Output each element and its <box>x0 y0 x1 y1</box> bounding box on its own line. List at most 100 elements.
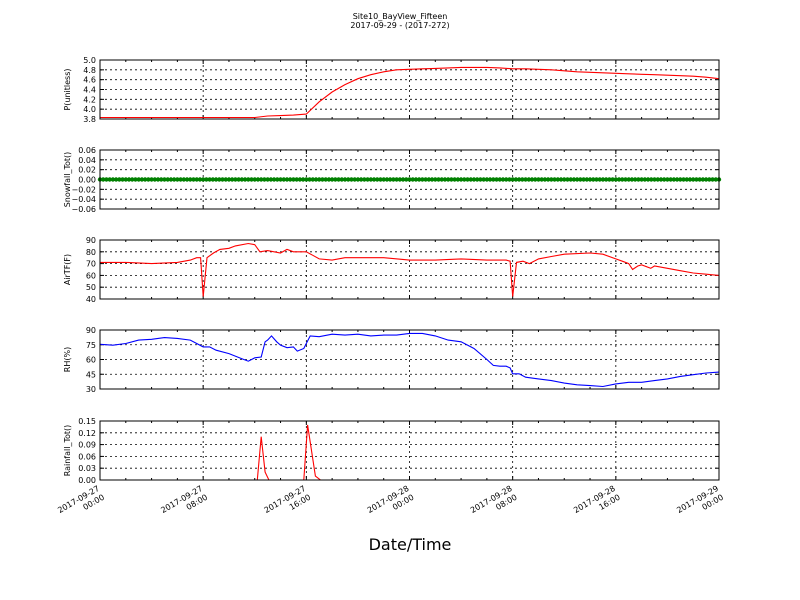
snowfall-point <box>175 177 180 182</box>
y-tick-label: 0.12 <box>78 429 96 438</box>
snowfall-point <box>413 177 419 182</box>
snowfall-point <box>104 177 109 182</box>
snowfall-point <box>188 177 193 182</box>
chart-title: Site10_BayView_Fifteen <box>353 12 448 21</box>
snowfall-point <box>568 177 573 182</box>
panel-frame <box>99 149 720 210</box>
snowfall-point <box>155 177 161 182</box>
snowfall-point <box>317 177 322 182</box>
snowfall-point <box>655 177 660 182</box>
snowfall-point <box>678 177 683 182</box>
snowfall-point <box>288 177 293 182</box>
snowfall-point <box>529 177 535 182</box>
snowfall-point <box>603 177 609 182</box>
snowfall-point <box>462 177 467 182</box>
y-axis-label: RH(%) <box>63 347 72 372</box>
snowfall-point <box>204 177 209 182</box>
snowfall-point <box>391 177 396 182</box>
snowfall-point <box>358 177 364 182</box>
snowfall-point <box>117 177 122 182</box>
snowfall-point <box>468 177 473 182</box>
snowfall-point <box>181 177 187 182</box>
snowfall-point <box>210 177 216 182</box>
snowfall-point <box>242 177 248 182</box>
snowfall-point <box>226 177 232 182</box>
snowfall-point <box>539 177 544 182</box>
snowfall-point <box>445 177 451 182</box>
snowfall-point <box>404 177 409 182</box>
y-tick-label: 0.09 <box>78 441 96 450</box>
series-line <box>100 242 720 297</box>
snowfall-point <box>329 177 335 182</box>
snowfall-point <box>520 177 525 182</box>
snowfall-point <box>355 177 361 182</box>
y-axis-label: Snowfall_Tot() <box>63 152 72 208</box>
snowfall-point <box>107 177 112 182</box>
snowfall-point <box>162 177 167 182</box>
snowfall-point <box>684 177 689 182</box>
snowfall-point <box>126 177 132 182</box>
snowfall-point <box>449 177 454 182</box>
snowfall-point <box>252 177 257 182</box>
snowfall-point <box>407 177 412 182</box>
snowfall-point <box>439 177 444 182</box>
y-tick-label: −0.06 <box>71 205 96 214</box>
snowfall-point <box>681 177 686 182</box>
snowfall-point <box>136 177 141 182</box>
snowfall-point <box>262 177 267 182</box>
panel-1: −0.06−0.04−0.020.000.020.040.06 Snowfall_… <box>63 146 722 214</box>
snowfall-point <box>229 177 235 182</box>
snowfall-point <box>342 177 348 182</box>
snowfall-point <box>223 177 228 182</box>
snowfall-point <box>220 177 225 182</box>
snowfall-point <box>484 177 490 182</box>
snowfall-point <box>349 177 354 182</box>
snowfall-point <box>300 177 306 182</box>
snowfall-point <box>478 177 483 182</box>
snowfall-point <box>426 177 432 182</box>
snowfall-point <box>500 177 506 182</box>
snowfall-point <box>713 177 718 182</box>
snowfall-point <box>133 177 138 182</box>
snowfall-point <box>558 177 564 182</box>
snowfall-point <box>313 177 319 182</box>
snowfall-point <box>130 177 135 182</box>
snowfall-point <box>562 177 567 182</box>
snowfall-point <box>184 177 190 182</box>
snowfall-point <box>471 177 477 182</box>
panel-0: 3.84.04.24.44.64.85.0 P(unitless) <box>63 56 720 124</box>
snowfall-point <box>636 177 641 182</box>
y-tick-label: 60 <box>86 271 96 280</box>
snowfall-point <box>213 177 219 182</box>
snowfall-point <box>552 177 557 182</box>
snowfall-point <box>665 177 670 182</box>
snowfall-point <box>513 177 519 182</box>
snowfall-point <box>710 177 715 182</box>
snowfall-point <box>368 177 374 182</box>
snowfall-point <box>400 177 406 182</box>
snowfall-point <box>394 177 399 182</box>
y-tick-label: 40 <box>86 295 96 304</box>
snowfall-point <box>697 177 702 182</box>
snowfall-point <box>284 177 290 182</box>
snowfall-point <box>387 177 393 182</box>
panels-group: 3.84.04.24.44.64.85.0P(unitless) −0.06−0.… <box>63 56 722 485</box>
snowfall-point <box>491 177 496 182</box>
snowfall-point <box>281 177 286 182</box>
y-tick-label: 0.02 <box>78 166 96 175</box>
panel-frame <box>99 420 720 481</box>
snowfall-point <box>333 177 338 182</box>
snowfall-point <box>346 177 351 182</box>
snowfall-point <box>275 177 280 182</box>
snowfall-point <box>507 177 512 182</box>
snowfall-point <box>510 177 515 182</box>
snowfall-point <box>707 177 712 182</box>
y-tick-label: 0.06 <box>78 452 96 461</box>
snowfall-point <box>159 177 164 182</box>
snowfall-point <box>336 177 341 182</box>
snowfall-point <box>297 177 303 182</box>
